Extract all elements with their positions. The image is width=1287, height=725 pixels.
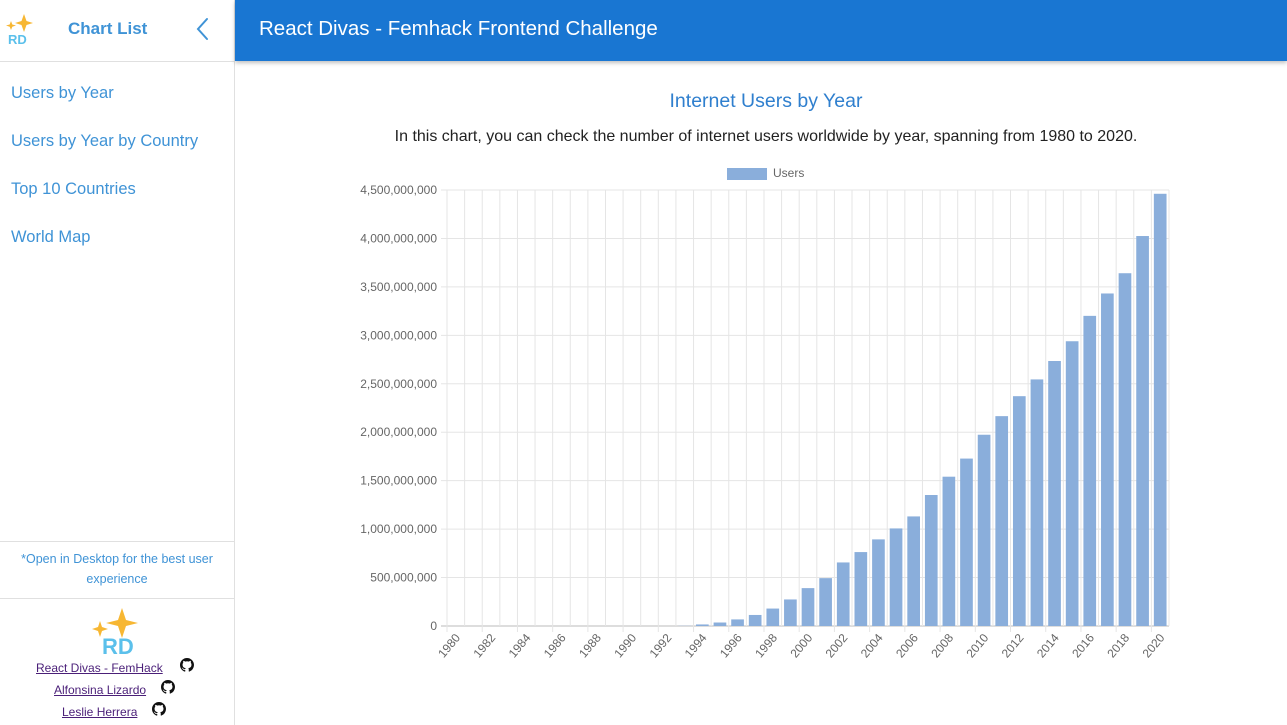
bar-2012 (1012, 396, 1026, 626)
x-tick-label: 2000 (787, 631, 815, 661)
chart-title: Internet Users by Year (669, 90, 863, 112)
x-tick-label: 1992 (647, 631, 675, 661)
footer-link-alfonsina[interactable]: Alfonsina Lizardo (54, 683, 147, 697)
bar-2000 (801, 588, 815, 626)
x-tick-label: 1994 (682, 631, 710, 661)
legend-swatch (727, 168, 767, 180)
y-tick-label: 3,000,000,000 (360, 328, 437, 342)
bar-1999 (784, 599, 797, 626)
sidebar-item-users-by-year[interactable]: Users by Year (11, 84, 114, 102)
app-header: React Divas - Femhack Frontend Challenge (235, 0, 1287, 61)
desktop-note: *Open in Desktop for the best user exper… (0, 541, 234, 599)
y-tick-label: 500,000,000 (370, 571, 437, 585)
y-tick-label: 4,000,000,000 (360, 231, 437, 245)
y-tick-label: 1,000,000,000 (360, 522, 437, 536)
bar-2020 (1153, 193, 1167, 626)
bar-1998 (766, 608, 780, 626)
bar-1996 (731, 619, 744, 626)
y-tick-label: 0 (430, 619, 437, 633)
bar-2001 (819, 578, 832, 626)
sidebar-item-top-10-countries[interactable]: Top 10 Countries (11, 180, 136, 198)
logo-icon: RD (6, 14, 33, 46)
y-tick-label: 4,500,000,000 (360, 183, 437, 197)
x-tick-label: 2010 (964, 631, 992, 661)
bar-2013 (1030, 379, 1044, 626)
users-by-year-chart: 0 500,000,000 1,000,000,000 1,500,000,000 2,… (360, 166, 1170, 661)
bar-2014 (1048, 361, 1061, 626)
github-icon[interactable] (161, 680, 175, 694)
bar-2009 (960, 458, 973, 626)
bar-2006 (907, 516, 920, 626)
sidebar: RD Chart List Users by Year Users by Yea… (0, 0, 235, 725)
x-tick-label: 2008 (928, 631, 956, 661)
footer-link-react-divas[interactable]: React Divas - FemHack (36, 661, 163, 675)
bar-2018 (1118, 273, 1132, 626)
footer-logo-icon: RD (92, 608, 138, 656)
bar-1994 (696, 624, 709, 626)
bar-2019 (1136, 236, 1149, 626)
sidebar-title: Chart List (68, 19, 148, 38)
sidebar-item-users-by-year-by-country[interactable]: Users by Year by Country (11, 132, 199, 150)
x-tick-label: 1988 (576, 631, 604, 661)
chevron-left-icon[interactable] (192, 16, 214, 42)
sidebar-nav: Users by Year Users by Year by Country T… (0, 70, 234, 262)
x-tick-label: 1998 (752, 631, 780, 661)
sidebar-header: RD Chart List (0, 0, 234, 62)
github-icon[interactable] (180, 658, 194, 672)
x-tick-label: 2020 (1140, 631, 1168, 661)
x-tick-label: 1986 (541, 631, 569, 661)
x-tick-label: 1990 (611, 631, 639, 661)
app-title: React Divas - Femhack Frontend Challenge (259, 17, 658, 40)
x-tick-label: 2018 (1104, 631, 1132, 661)
bar-2002 (836, 562, 850, 626)
bar-2005 (889, 528, 903, 626)
y-tick-label: 3,500,000,000 (360, 280, 437, 294)
x-tick-label: 2002 (823, 631, 851, 661)
x-tick-label: 2004 (858, 631, 886, 661)
bar-1995 (713, 622, 727, 626)
x-tick-label: 2012 (999, 631, 1027, 661)
y-tick-label: 2,000,000,000 (360, 425, 437, 439)
x-tick-label: 1984 (506, 631, 534, 661)
bar-2011 (995, 416, 1009, 626)
bar-2010 (977, 434, 991, 626)
x-tick-label: 1982 (470, 631, 498, 661)
x-tick-label: 2014 (1034, 631, 1062, 661)
bar-2008 (942, 476, 956, 626)
sidebar-item-world-map[interactable]: World Map (11, 228, 91, 246)
bar-2015 (1065, 341, 1079, 626)
bar-2003 (854, 552, 868, 626)
y-tick-label: 2,500,000,000 (360, 377, 437, 391)
x-tick-label: 2016 (1069, 631, 1097, 661)
x-tick-label: 1980 (435, 631, 463, 661)
bar-1997 (748, 614, 762, 626)
footer-logo-text: RD (102, 634, 134, 656)
sidebar-footer: RD React Divas - FemHack Alfonsina Lizar… (0, 600, 234, 725)
legend-label: Users (773, 166, 804, 180)
chart-description: In this chart, you can check the number … (394, 128, 1138, 145)
bar-2016 (1083, 315, 1097, 626)
logo-text: RD (8, 32, 27, 46)
bar-2017 (1101, 293, 1114, 626)
y-tick-label: 1,500,000,000 (360, 474, 437, 488)
x-tick-label: 1996 (717, 631, 745, 661)
bar-2004 (872, 539, 885, 626)
x-tick-label: 2006 (893, 631, 921, 661)
footer-link-leslie[interactable]: Leslie Herrera (62, 705, 138, 719)
github-icon[interactable] (152, 702, 166, 716)
bar-2007 (924, 495, 938, 626)
